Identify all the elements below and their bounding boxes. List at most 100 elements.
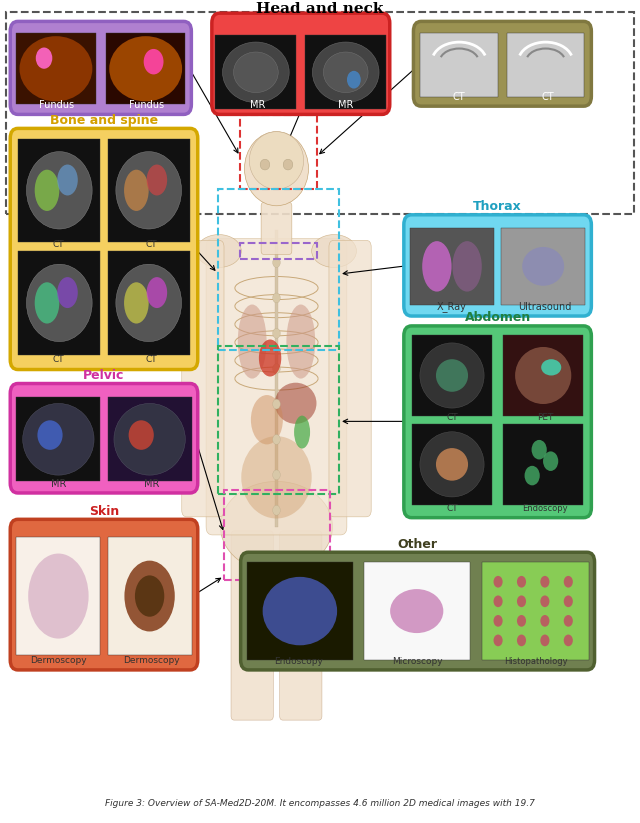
Ellipse shape (129, 421, 154, 450)
Text: Figure 3: Overview of SA-Med2D-20M. It encompasses 4.6 million 2D medical images: Figure 3: Overview of SA-Med2D-20M. It e… (105, 799, 535, 808)
Ellipse shape (244, 132, 308, 206)
Ellipse shape (312, 235, 356, 267)
Ellipse shape (35, 282, 60, 323)
Bar (17, 537, 100, 655)
Circle shape (532, 440, 547, 459)
Ellipse shape (541, 359, 561, 375)
Ellipse shape (422, 241, 452, 291)
Bar (511, 35, 580, 94)
Ellipse shape (273, 328, 280, 338)
Text: CT: CT (541, 92, 554, 102)
Ellipse shape (436, 359, 468, 392)
Bar (412, 424, 492, 505)
Ellipse shape (116, 151, 182, 229)
Bar (412, 335, 492, 416)
Circle shape (525, 466, 540, 486)
Ellipse shape (273, 399, 280, 409)
Ellipse shape (26, 151, 92, 229)
Text: CT: CT (446, 504, 458, 513)
Ellipse shape (238, 305, 267, 379)
Text: CT: CT (146, 240, 157, 249)
Text: Endoscopy: Endoscopy (522, 504, 568, 513)
FancyBboxPatch shape (241, 552, 595, 670)
Bar (218, 189, 339, 350)
Text: Fundus: Fundus (129, 100, 164, 110)
FancyBboxPatch shape (329, 240, 371, 517)
FancyBboxPatch shape (261, 202, 292, 254)
Ellipse shape (124, 560, 175, 631)
FancyBboxPatch shape (182, 240, 224, 517)
Bar (17, 398, 100, 481)
Ellipse shape (35, 170, 60, 211)
Text: Histopathology: Histopathology (504, 657, 568, 666)
Ellipse shape (262, 577, 337, 645)
FancyBboxPatch shape (10, 519, 198, 670)
Ellipse shape (124, 282, 148, 323)
Circle shape (144, 49, 163, 74)
Text: Fundus: Fundus (39, 100, 74, 110)
FancyBboxPatch shape (10, 384, 198, 493)
Bar (108, 139, 189, 242)
Ellipse shape (420, 343, 484, 408)
Text: Other: Other (397, 537, 438, 551)
Ellipse shape (220, 481, 333, 572)
Bar (17, 34, 95, 105)
Ellipse shape (294, 416, 310, 449)
Bar (364, 562, 470, 660)
Ellipse shape (251, 395, 283, 444)
FancyBboxPatch shape (413, 21, 591, 106)
Ellipse shape (260, 159, 270, 170)
Ellipse shape (436, 448, 468, 481)
Text: CT: CT (146, 355, 157, 364)
Ellipse shape (273, 364, 280, 374)
Bar (218, 346, 339, 494)
FancyBboxPatch shape (231, 531, 273, 720)
Text: Pelvic: Pelvic (83, 369, 125, 382)
Ellipse shape (135, 575, 164, 616)
Bar (246, 562, 353, 660)
FancyBboxPatch shape (10, 21, 191, 114)
Ellipse shape (241, 436, 312, 518)
Bar (501, 227, 585, 305)
Text: CT: CT (52, 355, 64, 364)
Ellipse shape (323, 52, 368, 93)
Bar (19, 139, 100, 242)
Circle shape (36, 48, 52, 69)
Ellipse shape (273, 505, 280, 515)
Ellipse shape (234, 52, 278, 93)
Text: Bone and spine: Bone and spine (50, 114, 158, 127)
Ellipse shape (147, 165, 167, 196)
Bar (6, 12, 634, 214)
Circle shape (564, 615, 573, 627)
Bar (482, 562, 589, 660)
Bar (224, 490, 330, 580)
Ellipse shape (196, 235, 241, 267)
Ellipse shape (273, 293, 280, 303)
Text: MR: MR (51, 479, 66, 489)
Ellipse shape (273, 258, 280, 267)
FancyBboxPatch shape (404, 326, 591, 518)
Circle shape (493, 595, 502, 607)
Circle shape (540, 595, 550, 607)
Ellipse shape (420, 432, 484, 497)
Ellipse shape (37, 421, 63, 450)
FancyBboxPatch shape (206, 239, 347, 535)
Ellipse shape (522, 247, 564, 286)
Circle shape (564, 595, 573, 607)
Text: PET: PET (537, 413, 553, 422)
Ellipse shape (452, 241, 482, 291)
Ellipse shape (275, 383, 316, 424)
Circle shape (347, 71, 361, 89)
Bar (503, 335, 583, 416)
Ellipse shape (312, 42, 379, 103)
Circle shape (493, 576, 502, 588)
Ellipse shape (147, 277, 167, 308)
Text: CT: CT (453, 92, 465, 102)
Bar (108, 251, 189, 355)
Circle shape (517, 615, 526, 627)
Circle shape (540, 576, 550, 588)
Text: Microscopy: Microscopy (392, 657, 443, 666)
Text: Abdomen: Abdomen (465, 311, 531, 324)
Text: Dermoscopy: Dermoscopy (30, 656, 86, 665)
Ellipse shape (19, 36, 92, 101)
